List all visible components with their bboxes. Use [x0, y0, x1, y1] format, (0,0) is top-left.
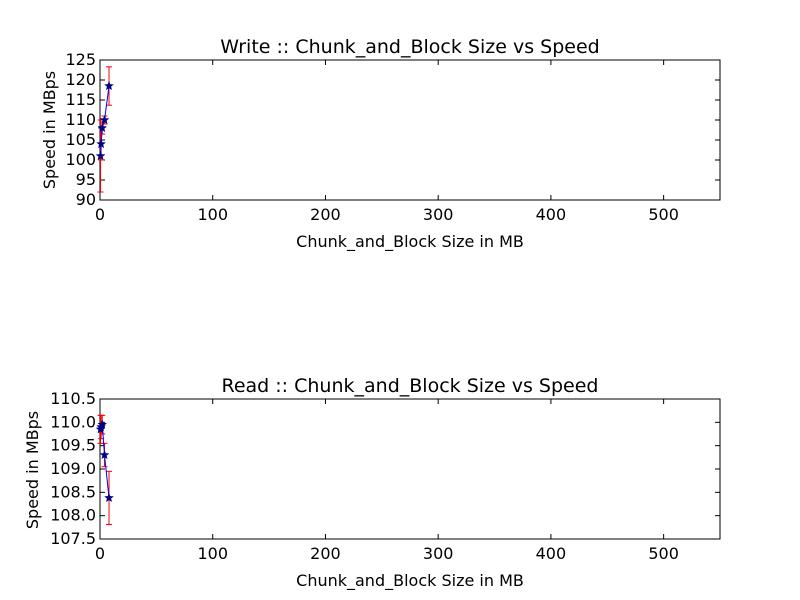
write-subplot: Write :: Chunk_and_Block Size vs Speed C… [40, 36, 721, 252]
read-data-point [97, 419, 108, 429]
write-x-tick-label: 100 [197, 205, 228, 224]
write-y-tick-label: 120 [65, 70, 96, 89]
write-x-tick-label: 300 [423, 205, 454, 224]
write-y-tick-label: 90 [76, 190, 96, 209]
read-y-tick-label: 108.0 [50, 506, 96, 525]
read-plot-area: 0 100 200 300 400 500 107.5 108.0 108.5 109.0 109.… [50, 389, 721, 563]
write-y-tick-label: 115 [65, 90, 96, 109]
read-data-point [104, 492, 114, 503]
read-y-tick-label: 108.5 [50, 482, 96, 501]
read-x-tick-label: 100 [197, 544, 228, 563]
write-data-point [95, 150, 106, 161]
write-y-tick-label: 100 [65, 150, 96, 169]
read-y-tick-label: 110.0 [50, 412, 96, 431]
read-data-point [99, 449, 110, 460]
write-y-tick-label: 110 [65, 110, 96, 129]
read-x-tick-label: 500 [648, 544, 679, 563]
write-y-tick-label: 105 [65, 130, 96, 149]
read-y-tick-label: 110.5 [50, 389, 96, 408]
read-y-tick-label: 109.0 [50, 459, 96, 478]
read-x-axis-label: Chunk_and_Block Size in MB [296, 571, 524, 591]
write-data-point [96, 138, 107, 149]
write-x-axis-label: Chunk_and_Block Size in MB [296, 232, 524, 252]
read-y-axis-label: Speed in MBps [23, 411, 42, 529]
write-data-point [97, 122, 108, 133]
write-data-point [99, 114, 110, 125]
read-x-tick-label: 0 [95, 544, 105, 563]
write-x-tick-label: 200 [310, 205, 341, 224]
read-x-tick-label: 200 [310, 544, 341, 563]
write-x-tick-label: 500 [648, 205, 679, 224]
read-y-tick-label: 109.5 [50, 436, 96, 455]
write-x-tick-label: 0 [95, 205, 105, 224]
read-x-tick-label: 300 [423, 544, 454, 563]
read-x-tick-label: 400 [536, 544, 567, 563]
write-chart-title: Write :: Chunk_and_Block Size vs Speed [220, 36, 599, 58]
read-y-tick-label: 107.5 [50, 529, 96, 548]
write-data-point [104, 80, 114, 91]
read-subplot: Read :: Chunk_and_Block Size vs Speed Ch… [23, 375, 721, 591]
read-chart-title: Read :: Chunk_and_Block Size vs Speed [222, 375, 599, 397]
write-y-tick-label: 95 [76, 170, 96, 189]
write-y-axis-label: Speed in MBps [40, 71, 59, 189]
write-y-tick-label: 125 [65, 50, 96, 69]
write-x-tick-label: 400 [536, 205, 567, 224]
